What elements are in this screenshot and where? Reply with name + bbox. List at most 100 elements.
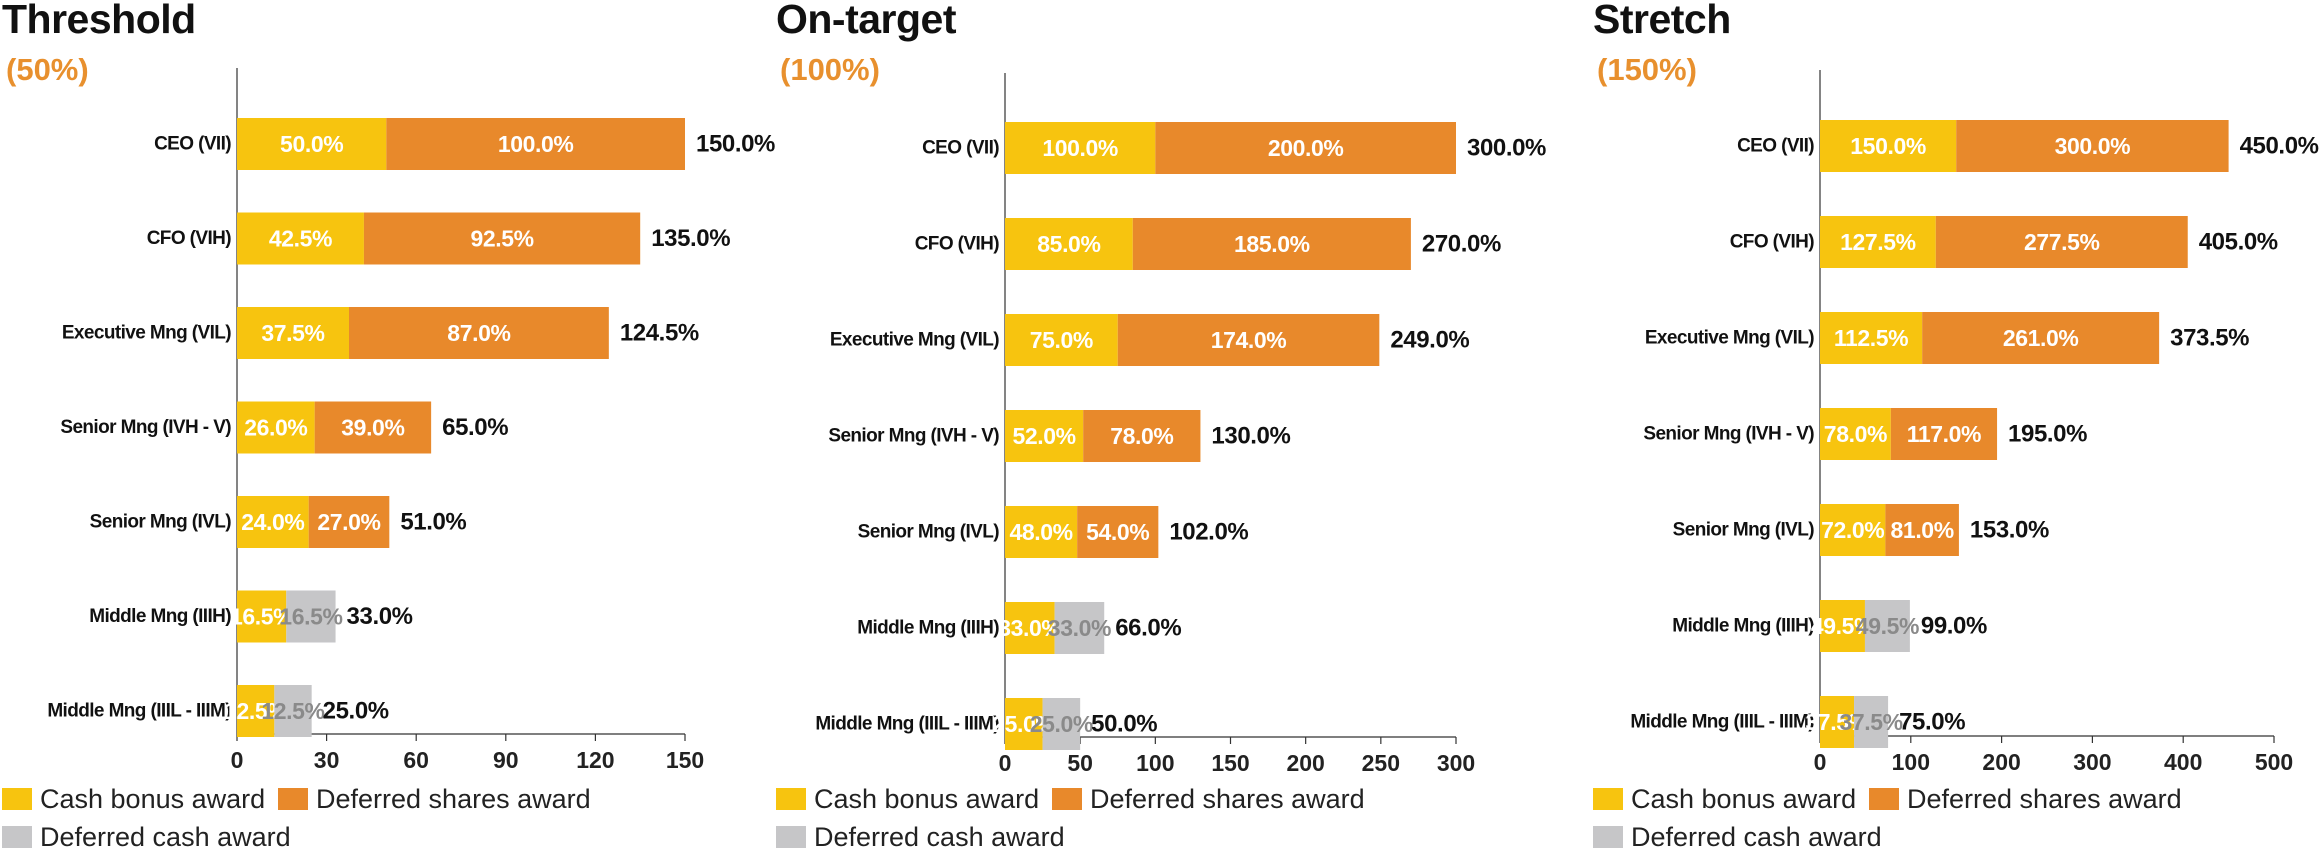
bar-chart-stretch: 0 100 200 300 400 500 CEO (VII) 150.0% 300.0% 450… (1630, 70, 2319, 775)
data-label: 48.0% (1009, 519, 1072, 545)
chart-title: Threshold (2, 0, 196, 42)
data-label: 49.5% (1811, 613, 1874, 639)
data-label: 16.5% (230, 604, 293, 630)
data-label: 42.5% (269, 226, 332, 252)
total-label: 450.0% (2240, 133, 2319, 160)
data-label: 25.0% (1030, 711, 1093, 737)
x-tick-label: 200 (1286, 750, 1324, 776)
chart-title: Stretch (1593, 0, 1731, 42)
bar-segment-cash (1820, 696, 1855, 748)
chart-subtitle: (100%) (780, 52, 880, 87)
data-label: 81.0% (1891, 517, 1954, 543)
bar-segment-cash (237, 590, 287, 643)
data-label: 100.0% (1042, 135, 1118, 161)
category-label: Middle Mng (IIIL - IIIM) (1630, 712, 1814, 733)
legend-label: Deferred shares award (1907, 783, 2182, 814)
chart-legend: Cash bonus award Deferred shares award D… (776, 782, 1416, 859)
x-tick-label: 0 (1814, 749, 1827, 775)
legend-label: Cash bonus award (1631, 783, 1857, 814)
x-tick-label: 90 (493, 747, 519, 773)
bar-segment-cash (1820, 504, 1886, 556)
category-label: Senior Mng (IVH - V) (828, 426, 999, 447)
bar-segment-deferred-cash (1854, 696, 1889, 748)
x-tick-label: 0 (999, 750, 1012, 776)
data-label: 52.0% (1012, 423, 1075, 449)
bar-segment-cash (1820, 216, 1936, 268)
category-label: Executive Mng (VIL) (62, 323, 231, 344)
legend-swatch-deferred-shares (1869, 788, 1899, 810)
data-label: 39.0% (341, 415, 404, 441)
legend-label: Cash bonus award (40, 783, 266, 814)
legend-label: Deferred shares award (1090, 783, 1365, 814)
bar-segment-cash (1820, 408, 1891, 460)
bar-segment-deferred-cash (1042, 698, 1081, 750)
bar-segment-deferred-shares (386, 118, 685, 170)
bar-segment-deferred-cash (274, 685, 312, 737)
total-label: 373.5% (2170, 325, 2249, 352)
bar-segment-cash (237, 685, 275, 737)
legend-item-cash-bonus: Cash bonus award (2, 782, 265, 816)
total-label: 270.0% (1422, 231, 1501, 258)
category-label: Senior Mng (IVL) (90, 512, 232, 533)
category-label: Middle Mng (IIIH) (1672, 616, 1814, 637)
legend-swatch-deferred-shares (278, 788, 308, 810)
legend-label: Deferred cash award (814, 821, 1065, 852)
bar-segment-deferred-shares (1885, 504, 1959, 556)
legend-item-deferred-cash: Deferred cash award (1593, 820, 1882, 854)
data-label: 112.5% (1834, 325, 1908, 351)
category-label: CEO (VII) (154, 134, 231, 155)
x-tick-label: 400 (2164, 749, 2202, 775)
data-label: 16.5% (279, 604, 342, 630)
bar-segment-cash (1820, 312, 1923, 364)
data-label: 261.0% (2003, 325, 2079, 351)
bar-segment-cash (1005, 218, 1133, 270)
legend-label: Cash bonus award (814, 783, 1040, 814)
total-label: 249.0% (1390, 327, 1469, 354)
total-label: 300.0% (1467, 135, 1546, 162)
legend-label: Deferred shares award (316, 783, 591, 814)
legend-label: Deferred cash award (1631, 821, 1882, 852)
bar-segment-deferred-shares (1935, 216, 2188, 268)
legend-item-deferred-shares: Deferred shares award (278, 782, 591, 816)
category-label: CEO (VII) (922, 138, 999, 159)
legend-swatch-deferred-cash (2, 826, 32, 848)
category-label: CFO (VIH) (1730, 232, 1815, 253)
data-label: 37.5% (261, 320, 324, 346)
total-label: 66.0% (1115, 615, 1181, 642)
legend-swatch-cash (1593, 788, 1623, 810)
category-label: Executive Mng (VIL) (830, 330, 999, 351)
chart-legend: Cash bonus award Deferred shares award D… (1593, 782, 2233, 859)
data-label: 49.5% (1856, 613, 1919, 639)
bar-chart-on-target: 0 50 100 150 200 250 300 CEO (VII) 100.0% 200.0% 3… (815, 73, 1546, 776)
x-tick-label: 0 (231, 747, 244, 773)
x-tick-label: 150 (1211, 750, 1249, 776)
category-label: Senior Mng (IVL) (1673, 520, 1815, 541)
bar-segment-deferred-cash (286, 590, 336, 643)
data-label: 72.0% (1821, 517, 1884, 543)
category-label: Executive Mng (VIL) (1645, 328, 1814, 349)
x-tick-label: 50 (1067, 750, 1093, 776)
x-tick-label: 200 (1982, 749, 2020, 775)
data-label: 92.5% (470, 226, 533, 252)
bar-chart-threshold: 0 30 60 90 120 150 CEO (VII) 50.0% 100.0% 150.0% C… (47, 68, 775, 773)
bar-segment-deferred-shares (308, 496, 390, 548)
chart-subtitle: (50%) (6, 52, 89, 87)
bar-segment-cash (1005, 122, 1156, 174)
category-label: CFO (VIH) (147, 228, 232, 249)
category-label: Senior Mng (IVH - V) (1643, 424, 1814, 445)
total-label: 130.0% (1211, 423, 1290, 450)
chart-subtitle: (150%) (1597, 52, 1697, 87)
bar-segment-deferred-shares (1922, 312, 2160, 364)
legend-label: Deferred cash award (40, 821, 291, 852)
chart-panel-threshold: Threshold (50%) 0 30 60 90 120 150 CEO (VII) 50… (2, 0, 775, 859)
total-label: 195.0% (2008, 421, 2087, 448)
data-label: 33.0% (998, 615, 1061, 641)
chart-title: On-target (776, 0, 957, 42)
legend-item-deferred-shares: Deferred shares award (1869, 782, 2182, 816)
bar-segment-deferred-shares (1155, 122, 1456, 174)
total-label: 75.0% (1899, 709, 1965, 736)
data-label: 200.0% (1268, 135, 1344, 161)
data-label: 85.0% (1037, 231, 1100, 257)
data-label: 300.0% (2055, 133, 2131, 159)
data-label: 87.0% (447, 320, 510, 346)
